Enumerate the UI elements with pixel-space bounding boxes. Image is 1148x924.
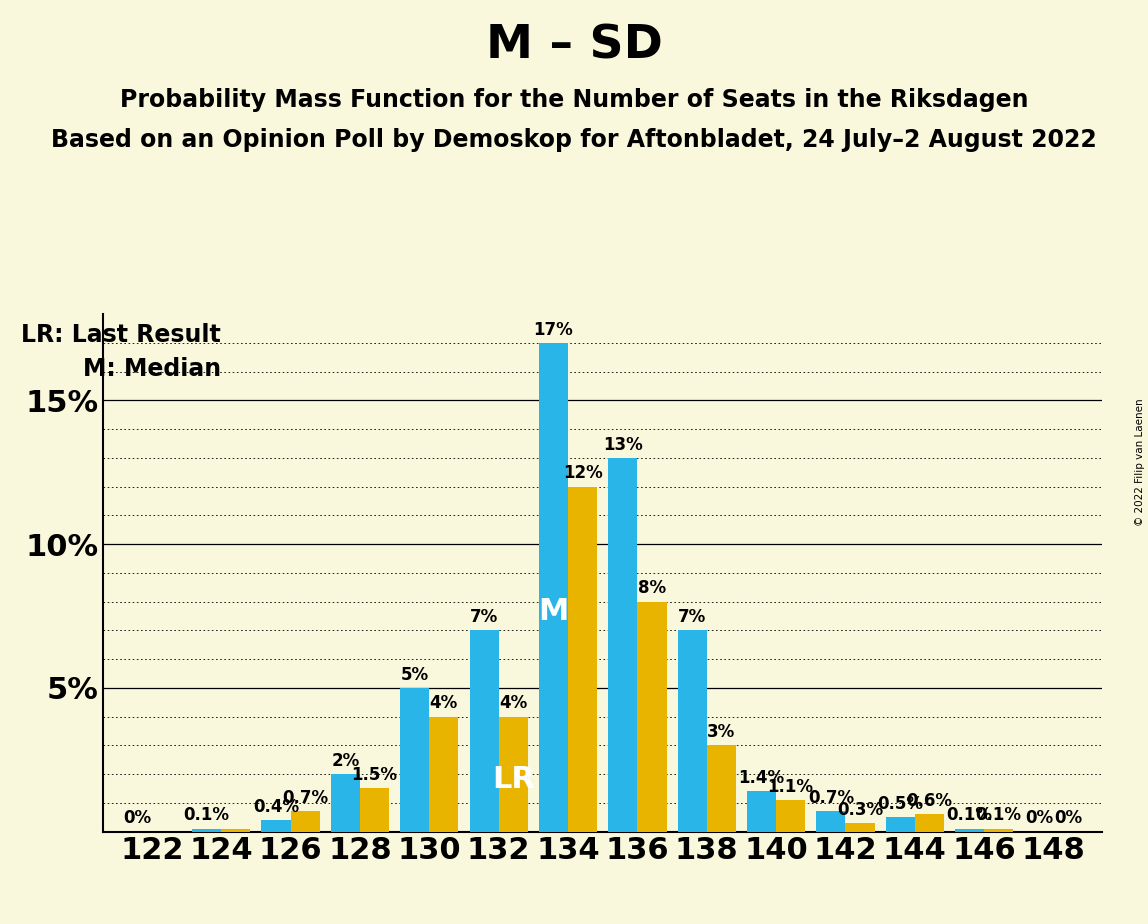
Bar: [845, 823, 875, 832]
Text: 4%: 4%: [429, 694, 458, 712]
Bar: [192, 829, 222, 832]
Text: 0%: 0%: [1054, 809, 1083, 827]
Text: 0.6%: 0.6%: [907, 792, 953, 810]
Text: © 2022 Filip van Laenen: © 2022 Filip van Laenen: [1135, 398, 1145, 526]
Text: 0.7%: 0.7%: [808, 789, 854, 808]
Text: 0%: 0%: [123, 809, 152, 827]
Text: 0.7%: 0.7%: [282, 789, 328, 808]
Text: LR: LR: [491, 765, 535, 795]
Bar: [915, 814, 944, 832]
Bar: [637, 602, 667, 832]
Text: 13%: 13%: [603, 435, 643, 454]
Bar: [776, 800, 805, 832]
Bar: [360, 788, 389, 832]
Text: 1.1%: 1.1%: [768, 778, 814, 796]
Text: 0.1%: 0.1%: [184, 807, 230, 824]
Bar: [262, 821, 290, 832]
Text: 12%: 12%: [563, 465, 603, 482]
Bar: [816, 811, 845, 832]
Text: Probability Mass Function for the Number of Seats in the Riksdagen: Probability Mass Function for the Number…: [119, 88, 1029, 112]
Text: 2%: 2%: [332, 752, 359, 770]
Text: Based on an Opinion Poll by Demoskop for Aftonbladet, 24 July–2 August 2022: Based on an Opinion Poll by Demoskop for…: [52, 128, 1096, 152]
Text: 3%: 3%: [707, 723, 736, 741]
Text: 0.1%: 0.1%: [947, 807, 993, 824]
Bar: [707, 746, 736, 832]
Bar: [290, 811, 319, 832]
Text: 0%: 0%: [1025, 809, 1053, 827]
Bar: [401, 687, 429, 832]
Text: M: Median: M: Median: [83, 358, 220, 382]
Text: 5%: 5%: [401, 665, 429, 684]
Bar: [470, 630, 498, 832]
Bar: [538, 343, 568, 832]
Bar: [429, 717, 458, 832]
Text: 0.1%: 0.1%: [976, 807, 1022, 824]
Text: 1.5%: 1.5%: [351, 766, 397, 784]
Text: 7%: 7%: [470, 608, 498, 626]
Bar: [955, 829, 984, 832]
Bar: [222, 829, 250, 832]
Text: 7%: 7%: [678, 608, 706, 626]
Text: 8%: 8%: [638, 579, 666, 597]
Bar: [747, 791, 776, 832]
Text: 4%: 4%: [499, 694, 527, 712]
Text: 0.3%: 0.3%: [837, 801, 883, 819]
Text: 1.4%: 1.4%: [738, 769, 784, 787]
Text: 0.4%: 0.4%: [253, 797, 300, 816]
Bar: [568, 487, 597, 832]
Text: M – SD: M – SD: [486, 23, 662, 68]
Bar: [331, 774, 360, 832]
Text: 17%: 17%: [534, 321, 573, 338]
Bar: [608, 458, 637, 832]
Text: LR: Last Result: LR: Last Result: [21, 322, 220, 346]
Text: 0.5%: 0.5%: [877, 795, 923, 813]
Bar: [885, 817, 915, 832]
Text: M: M: [538, 597, 568, 626]
Bar: [984, 829, 1014, 832]
Bar: [677, 630, 707, 832]
Bar: [498, 717, 528, 832]
